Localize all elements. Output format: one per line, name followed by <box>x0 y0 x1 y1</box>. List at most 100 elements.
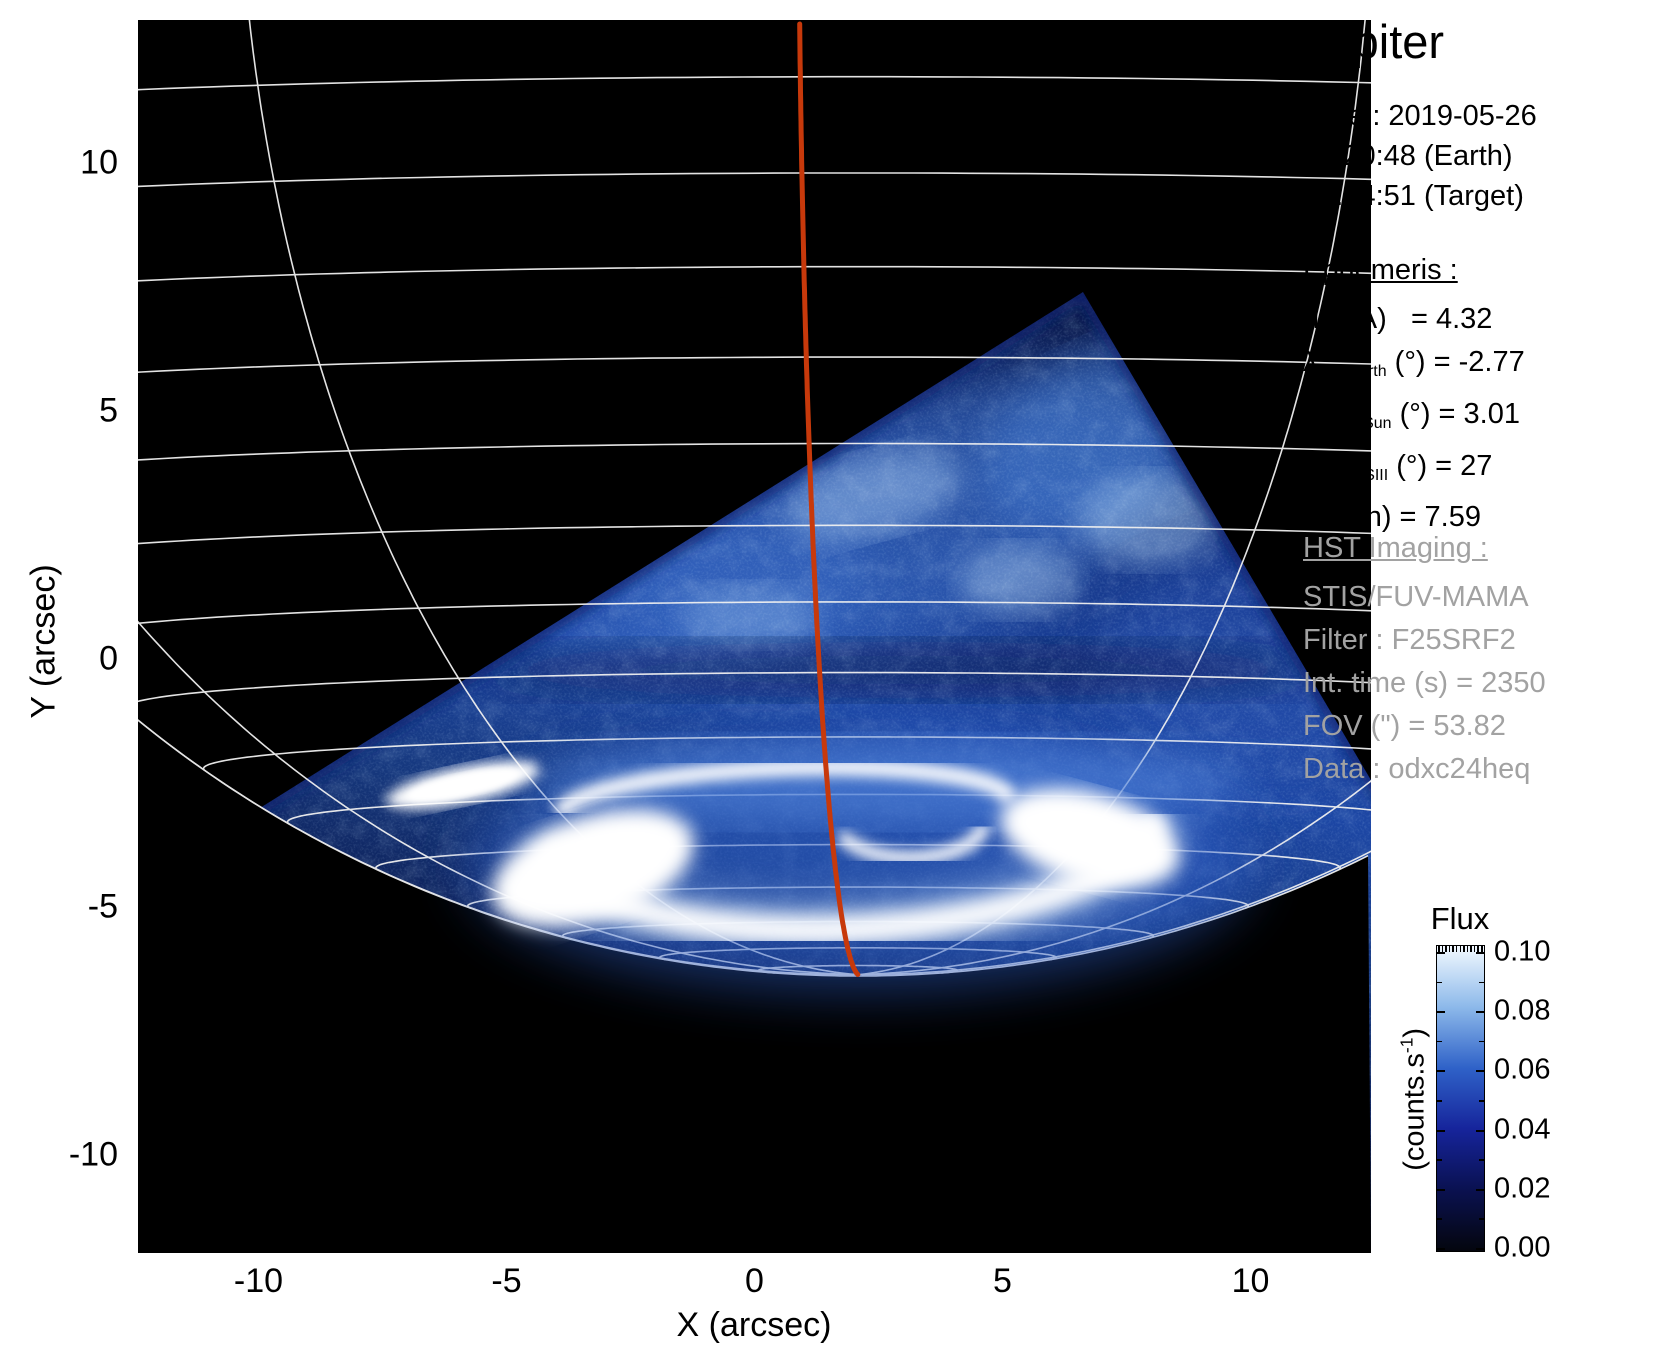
y-tick-label: -5 <box>87 887 118 926</box>
hst-imaging-heading: HST Imaging : <box>1303 532 1488 564</box>
ephemeris-symbol: λ <box>1303 346 1318 378</box>
ephemeris-symbol: α <box>1303 397 1320 430</box>
ephemeris-subscript: Earth-Sun <box>1319 414 1392 432</box>
colorbar-tick-mark <box>1437 1248 1445 1250</box>
y-tick-label: 0 <box>99 639 118 678</box>
graticule-parallel <box>138 524 1371 545</box>
colorbar-unit-label: (counts.s-1) <box>1396 1027 1431 1171</box>
ephemeris-value: = 4.32 <box>1386 303 1493 335</box>
hst-line: Int. time (s) = 2350 <box>1303 667 1546 699</box>
hst-line: Filter : F25SRF2 <box>1303 624 1516 656</box>
hst-line: FOV (") = 53.82 <box>1303 710 1506 742</box>
colorbar-top-tick <box>1459 946 1461 952</box>
ephemeris-subscript: sub-Earth <box>1317 362 1387 380</box>
y-axis-label: Y (arcsec) <box>24 564 63 719</box>
y-tick-label: -10 <box>68 1135 118 1174</box>
target-time: 20:44:51 (Target) <box>1303 180 1524 212</box>
colorbar-top-tick <box>1477 946 1479 952</box>
colorbar-title: Flux <box>1430 901 1490 936</box>
x-tick-label: 5 <box>993 1262 1012 1300</box>
hst-imaging-lines: STIS/FUV-MAMA Filter : F25SRF2 Int. time (… <box>1303 576 1546 791</box>
colorbar-minor-tick <box>1479 981 1484 984</box>
colorbar-top-tick <box>1466 946 1469 952</box>
colorbar-minor-tick <box>1479 1218 1484 1220</box>
ephemeris-line: d (UA) = 4.32 <box>1303 298 1525 341</box>
x-tick-label: 10 <box>1231 1262 1270 1300</box>
colorbar-tick-mark <box>1437 1070 1445 1073</box>
colorbar-minor-tick <box>1479 1100 1484 1102</box>
colorbar-top-tick <box>1463 946 1465 952</box>
plot-area <box>138 20 1371 1253</box>
graticule-parallel <box>138 172 1371 188</box>
graticule-parallel <box>202 736 1371 771</box>
colorbar-top-tick <box>1441 946 1444 952</box>
colorbar-minor-tick <box>1437 1100 1442 1102</box>
colorbar-top-tick <box>1438 946 1440 952</box>
colorbar-minor-tick <box>1437 1040 1442 1043</box>
ephemeris-subscript: Io <box>1334 518 1348 536</box>
colorbar-top-tick <box>1481 946 1483 952</box>
colorbar-minor-tick <box>1479 1159 1484 1161</box>
observation-date-block: Date : 2019-05-26 21:20:48 (Earth) 20:44… <box>1303 96 1537 216</box>
colorbar-tick-mark <box>1437 1188 1445 1191</box>
ephemeris-value: (°) = -2.77 <box>1386 346 1525 378</box>
ephemeris-line: CMLSIII (°) = 27 <box>1303 445 1525 497</box>
y-tick-label: 5 <box>99 391 118 430</box>
colorbar <box>1436 945 1485 1252</box>
colorbar-minor-tick <box>1437 1159 1442 1161</box>
ephemeris-value: (°) = 27 <box>1388 449 1493 482</box>
colorbar-tick-label: 0.02 <box>1494 1172 1551 1205</box>
colorbar-tick-mark <box>1437 952 1445 954</box>
auroral-emission <box>386 740 1250 990</box>
colorbar-top-tick <box>1452 946 1454 952</box>
date-line: Date : 2019-05-26 <box>1303 100 1537 132</box>
colorbar-minor-tick <box>1479 1040 1484 1043</box>
below-limb-mask <box>138 720 1371 1253</box>
graticule-parallel <box>138 356 1371 373</box>
colorbar-tick-mark <box>1476 1011 1484 1014</box>
y-tick-label: 10 <box>80 143 118 182</box>
graticule-parallel <box>138 75 1371 91</box>
colorbar-tick-label: 0.10 <box>1494 935 1551 968</box>
colorbar-top-tick <box>1448 946 1451 952</box>
colorbar-tick-label: 0.04 <box>1494 1113 1551 1146</box>
colorbar-tick-mark <box>1476 952 1484 954</box>
ephemeris-lines: d (UA) = 4.32 λsub-Earth (°) = -2.77 αEart… <box>1303 298 1525 548</box>
x-tick-label: -5 <box>491 1262 522 1300</box>
ephemeris-value: (h) = 7.59 <box>1348 501 1481 534</box>
hst-line: Data : odxc24heq <box>1303 753 1531 785</box>
io-footprint-streak <box>386 761 540 809</box>
colorbar-top-tick <box>1445 946 1447 952</box>
colorbar-minor-tick <box>1437 1218 1442 1220</box>
colorbar-tick-mark <box>1476 1188 1484 1191</box>
ephemeris-symbol: d (UA) <box>1303 303 1387 335</box>
x-tick-label: -10 <box>233 1262 284 1300</box>
colorbar-tick-mark <box>1476 1248 1484 1250</box>
graticule-parallel <box>138 265 1371 282</box>
colorbar-minor-tick <box>1437 981 1442 984</box>
ephemeris-line: LTIo (h) = 7.59 <box>1303 496 1525 548</box>
colorbar-tick-mark <box>1476 1129 1484 1132</box>
hst-line: STIS/FUV-MAMA <box>1303 581 1529 613</box>
colorbar-top-tick <box>1455 946 1458 952</box>
colorbar-tick-label: 0.00 <box>1494 1231 1551 1264</box>
graticule-parallel <box>138 442 1371 461</box>
colorbar-top-tick <box>1470 946 1472 952</box>
aurora-image-plot <box>138 20 1371 1253</box>
colorbar-tick-label: 0.08 <box>1494 994 1551 1027</box>
ephemeris-subscript: SIII <box>1364 466 1389 484</box>
colorbar-tick-mark <box>1476 1070 1484 1073</box>
ephemeris-line: αEarth-Sun (°) = 3.01 <box>1303 393 1525 445</box>
ephemeris-symbol: CML <box>1303 449 1365 482</box>
below-limb-dark-region <box>138 720 1371 1253</box>
x-tick-label: 0 <box>745 1262 764 1300</box>
colorbar-top-tick <box>1473 946 1476 952</box>
x-axis-label: X (arcsec) <box>676 1306 832 1344</box>
figure-title: Jupiter <box>1303 15 1445 68</box>
graticule-parallel <box>138 601 1371 625</box>
ephemeris-value: (°) = 3.01 <box>1391 397 1520 430</box>
colorbar-tick-mark <box>1437 1011 1445 1014</box>
ephemeris-heading: Ephemeris : <box>1303 254 1458 286</box>
ephemeris-line: λsub-Earth (°) = -2.77 <box>1303 341 1525 393</box>
